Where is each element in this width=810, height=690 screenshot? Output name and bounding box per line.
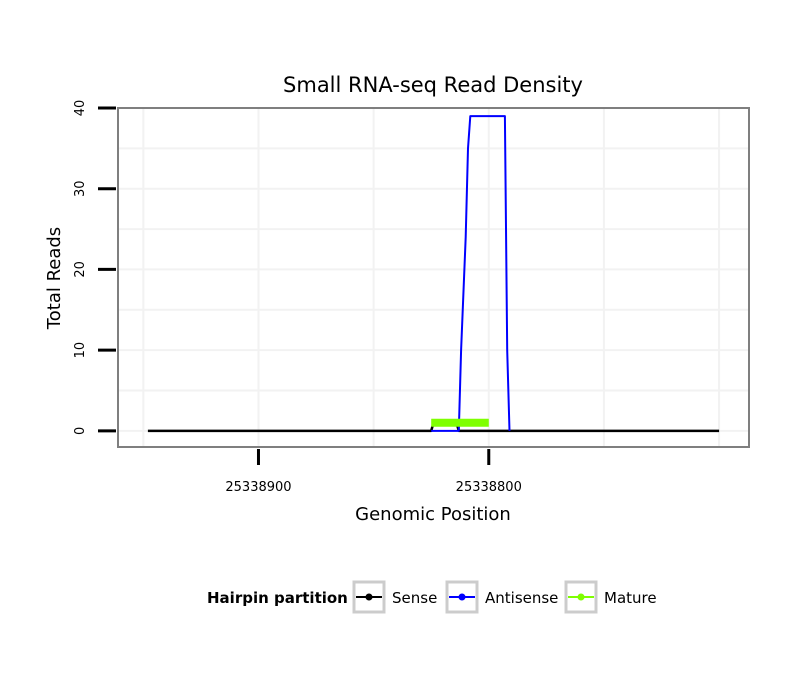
y-tick-label: 10: [73, 342, 88, 359]
x-axis: 25338900 25338800: [225, 449, 522, 495]
legend-label: Sense: [392, 589, 437, 607]
y-tick-label: 30: [73, 180, 88, 197]
legend-item-mature: Mature: [564, 580, 657, 614]
chart-title: Small RNA-seq Read Density: [283, 73, 583, 97]
x-tick-label: 25338800: [456, 480, 522, 495]
legend-label: Mature: [604, 589, 657, 607]
y-tick-label: 0: [73, 427, 88, 435]
y-tick-label: 40: [73, 100, 88, 117]
y-axis-title: Total Reads: [44, 227, 65, 330]
legend-key-dot: [458, 593, 466, 601]
x-axis-title: Genomic Position: [355, 504, 511, 525]
legend-item-antisense: Antisense: [445, 580, 558, 614]
legend: Hairpin partition Sense Antisense Mature: [207, 580, 657, 614]
legend-key-dot: [577, 593, 585, 601]
legend-key-dot: [365, 593, 373, 601]
y-axis: 0 10 20 30 40: [73, 100, 116, 435]
legend-item-sense: Sense: [352, 580, 437, 614]
legend-title: Hairpin partition: [207, 589, 348, 607]
series-layer: [147, 115, 720, 433]
plot-panel-border: [117, 107, 750, 448]
grid-layer: [118, 107, 749, 447]
series-line-antisense: [431, 115, 511, 432]
x-tick-label: 25338900: [225, 480, 291, 495]
y-tick-label: 20: [73, 261, 88, 278]
legend-label: Antisense: [485, 589, 558, 607]
